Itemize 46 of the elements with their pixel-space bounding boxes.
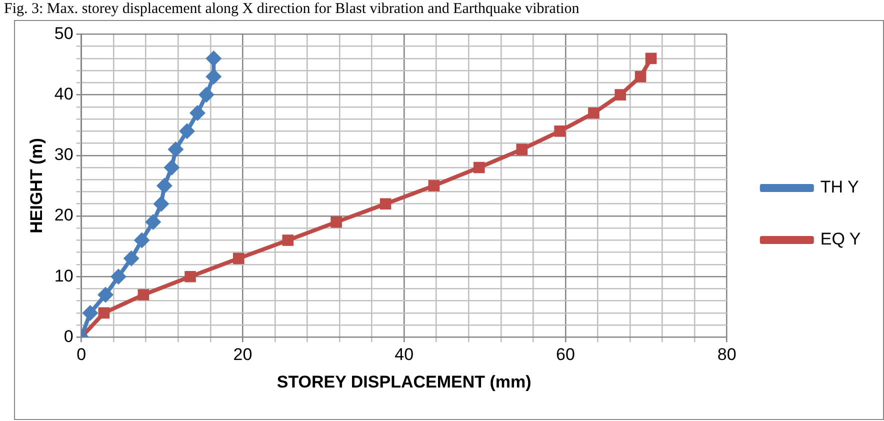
point (428, 180, 440, 192)
point (98, 307, 110, 319)
y-tick-label: 10 (54, 266, 74, 286)
point (184, 270, 196, 282)
point (473, 162, 485, 174)
x-tick-label: 60 (556, 345, 575, 364)
point (233, 252, 244, 264)
y-tick-label: 40 (54, 84, 74, 104)
y-axis-title: HEIGHT (m) (26, 138, 46, 234)
point (190, 104, 206, 121)
x-tick-label: 20 (233, 345, 252, 364)
point (516, 144, 528, 155)
point (98, 286, 114, 303)
x-axis-title: STOREY DISPLACEMENT (mm) (276, 372, 532, 392)
point (134, 232, 150, 248)
legend-label: EQ Y (820, 230, 861, 249)
y-tick-label: 20 (54, 206, 74, 225)
chart-title: Fig. 3: Max. storey displacement along X direction for Blast vibration and Earthquake vibration (3, 0, 580, 18)
y-tick-label: 30 (54, 145, 74, 164)
point (380, 198, 392, 210)
point (123, 250, 140, 266)
x-tick-label: 0 (76, 345, 86, 364)
point (282, 234, 294, 246)
point (164, 160, 180, 176)
point (156, 178, 172, 194)
point (153, 196, 170, 212)
point (588, 107, 600, 119)
point (330, 216, 342, 228)
x-tick-label: 80 (717, 345, 736, 364)
point (168, 141, 184, 158)
y-tick-label: 50 (54, 24, 74, 43)
point (206, 50, 222, 66)
point (634, 70, 646, 82)
point (645, 52, 657, 64)
point (206, 68, 222, 85)
y-tick-label: 0 (64, 326, 74, 346)
point (110, 268, 126, 285)
point (554, 126, 566, 137)
point (198, 86, 214, 103)
x-tick-label: 40 (394, 345, 414, 364)
point (614, 89, 626, 100)
point (179, 123, 196, 140)
legend-label: TH Y (820, 178, 859, 197)
point (145, 214, 162, 230)
point (138, 289, 150, 300)
point (82, 304, 98, 321)
